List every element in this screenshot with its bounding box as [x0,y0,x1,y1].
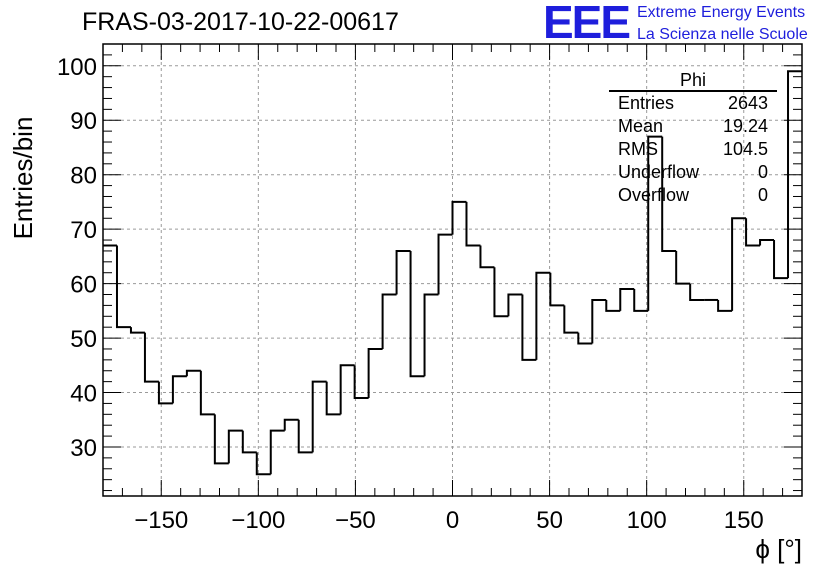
histogram-bin [269,429,285,475]
histogram-bin [213,414,229,465]
histogram-bin [731,217,747,311]
histogram-bin [409,250,425,378]
stat-row-mean: Mean 19.24 [609,115,777,138]
y-tick-label: 60 [70,272,97,299]
stats-divider [609,90,777,92]
histogram-bin [227,429,243,464]
histogram-bin [787,70,802,279]
histogram-bin [717,299,733,312]
stat-label: Underflow [618,162,700,182]
stats-box: Phi Entries 2643 Mean 19.24 RMS 104.5 Un… [609,70,777,207]
stat-value: 0 [757,162,768,182]
stat-row-rms: RMS 104.5 [609,138,777,161]
histogram-bin [647,135,663,311]
histogram-bin [535,271,551,360]
histogram-bin [143,332,159,383]
histogram-bin [367,347,383,398]
histogram-bin [675,250,691,285]
stat-row-overflow: Overflow 0 [609,184,777,207]
histogram-bin [465,201,481,247]
histogram-bin [689,283,705,301]
histogram-bin [241,430,257,454]
histogram-bin [199,370,215,416]
logo-line-1: Extreme Energy Events [637,4,806,21]
histogram-bin [633,289,649,312]
stat-label: RMS [618,139,658,159]
histogram-bin [619,288,635,311]
axes-layer [102,43,803,497]
stat-value: 0 [757,185,768,205]
histogram-bin [115,245,131,329]
histogram-bin [521,294,537,361]
histogram-layer [103,70,802,476]
histogram-bin [311,380,327,453]
histogram-bin [507,293,523,317]
histogram-bin [283,418,299,431]
histogram-bin [171,375,187,404]
histogram-bin [157,381,173,405]
y-tick-label: 100 [57,54,97,81]
stat-label: Overflow [618,185,690,205]
stat-value: 2643 [727,93,768,113]
x-tick-label: −50 [335,507,376,534]
y-tick-label: 40 [70,381,97,408]
histogram-bin [605,299,621,312]
stat-row-underflow: Underflow 0 [609,161,777,184]
chart-title: FRAS-03-2017-10-22-00617 [82,8,399,36]
stat-value: 19.24 [722,116,768,136]
histogram-bin [451,200,467,235]
histogram-bin [255,452,271,476]
histogram-bin [297,419,313,454]
x-axis-label: ϕ [°] [755,534,802,564]
y-tick-label: 70 [70,217,97,244]
histogram-bin [353,365,369,399]
y-tick-label: 80 [70,163,97,190]
histogram-bin [549,272,565,307]
histogram-bin [423,293,439,377]
histogram-bin [185,369,201,377]
stat-label: Entries [618,93,675,113]
histogram-bin [591,298,607,344]
x-tick-label: 50 [536,507,563,534]
histogram-bin [745,218,761,247]
x-tick-label: 0 [446,507,459,534]
histogram-bin [759,239,775,246]
histogram-bin [129,327,145,334]
eee-logo-mark: EEE [543,0,631,48]
stats-title: Phi [679,70,706,90]
histogram-bin [325,381,341,416]
y-tick-label: 50 [70,326,97,353]
tick-labels-layer: −150 −100 −50 0 50 100 150 30 40 50 60 70 80 90 100 [57,54,764,534]
histogram-bin [493,267,509,318]
histogram-bin [339,364,355,415]
x-tick-label: −150 [134,507,188,534]
histogram-bin [773,240,789,280]
x-tick-label: 100 [627,507,667,534]
histogram-bin [395,249,411,295]
y-axis-label: Entries/bin [8,117,38,240]
stat-value: 104.5 [722,139,768,159]
histogram-bin [437,233,453,295]
histogram-bin [563,305,579,334]
histogram-bin [577,332,593,345]
stat-row-entries: Entries 2643 [609,92,777,115]
histogram-bin [381,293,397,349]
y-tick-label: 30 [70,435,97,462]
histogram-bin [479,245,495,269]
histogram-bin [661,136,677,252]
stat-label: Mean [618,116,664,136]
x-tick-label: 150 [724,507,764,534]
logo-line-2: La Scienza nelle Scuole [637,26,808,43]
y-tick-label: 90 [70,108,97,135]
x-tick-label: −100 [231,507,285,534]
